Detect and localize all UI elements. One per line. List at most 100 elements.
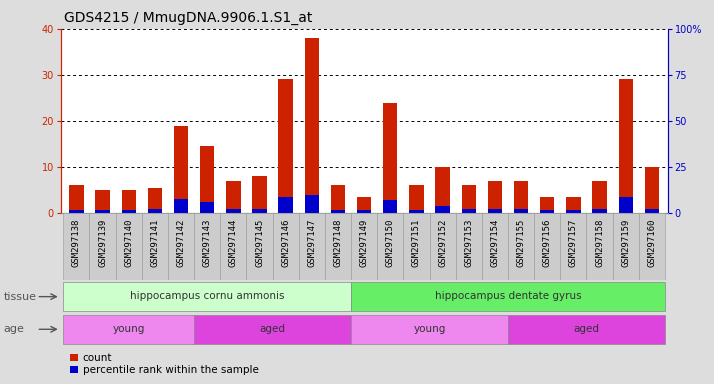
Text: GSM297156: GSM297156 [543,218,552,267]
Bar [482,213,508,280]
Text: GSM297154: GSM297154 [491,218,499,267]
Text: GSM297160: GSM297160 [648,218,656,267]
Bar [351,314,508,344]
Bar [560,213,586,280]
Bar [383,103,398,213]
Bar [252,176,267,213]
Text: GSM297150: GSM297150 [386,218,395,267]
Bar [436,206,450,213]
Bar [325,213,351,280]
Bar [69,185,84,213]
Text: GSM297142: GSM297142 [176,218,186,267]
Text: GSM297139: GSM297139 [98,218,107,267]
Bar [461,209,476,213]
Bar [200,202,214,213]
Bar [194,314,351,344]
Bar [540,197,555,213]
Text: young: young [413,324,446,334]
Bar [409,185,423,213]
Text: GSM297148: GSM297148 [333,218,343,267]
Bar [121,190,136,213]
Bar [331,210,345,213]
Text: GSM297158: GSM297158 [595,218,604,267]
Text: GSM297151: GSM297151 [412,218,421,267]
Text: hippocampus cornu ammonis: hippocampus cornu ammonis [130,291,284,301]
Text: young: young [113,324,145,334]
Bar [593,209,607,213]
Bar [174,199,188,213]
Bar [534,213,560,280]
Bar [409,210,423,213]
Bar [69,210,84,213]
Bar [194,213,220,280]
Bar [252,209,267,213]
Text: GSM297143: GSM297143 [203,218,211,267]
Bar [461,185,476,213]
Text: GSM297138: GSM297138 [72,218,81,267]
Bar [403,213,430,280]
Text: age: age [4,324,24,334]
Text: GSM297152: GSM297152 [438,218,447,267]
Bar [142,213,168,280]
Bar [566,197,580,213]
Bar [331,185,345,213]
Bar [508,314,665,344]
Bar [357,210,371,213]
Bar [436,167,450,213]
Text: aged: aged [573,324,600,334]
Bar [566,210,580,213]
Bar [200,146,214,213]
Bar [226,209,241,213]
Bar [613,213,639,280]
Bar [121,210,136,213]
Bar [64,213,89,280]
Text: hippocampus dentate gyrus: hippocampus dentate gyrus [435,291,581,301]
Bar [148,209,162,213]
Bar [351,282,665,311]
Bar [645,167,659,213]
Text: tissue: tissue [4,291,36,302]
Bar [278,197,293,213]
Bar [273,213,298,280]
Bar [618,79,633,213]
Text: GSM297157: GSM297157 [569,218,578,267]
Bar [351,213,377,280]
Bar [430,213,456,280]
Bar [148,188,162,213]
Bar [639,213,665,280]
Bar [645,209,659,213]
Bar [305,195,319,213]
Bar [278,79,293,213]
Bar [64,282,351,311]
Text: GSM297149: GSM297149 [360,218,368,267]
Text: GSM297145: GSM297145 [255,218,264,267]
Bar [96,210,110,213]
Bar [220,213,246,280]
Bar [514,209,528,213]
Bar [514,181,528,213]
Bar [540,210,555,213]
Bar [618,197,633,213]
Bar [64,314,194,344]
Bar [383,200,398,213]
Text: GSM297146: GSM297146 [281,218,290,267]
Bar [298,213,325,280]
Bar [456,213,482,280]
Bar [488,209,502,213]
Bar [96,190,110,213]
Bar [305,38,319,213]
Bar [226,181,241,213]
Text: GSM297147: GSM297147 [307,218,316,267]
Text: GSM297141: GSM297141 [151,218,159,267]
Text: GSM297144: GSM297144 [229,218,238,267]
Bar [116,213,142,280]
Bar [89,213,116,280]
Bar [377,213,403,280]
Bar [593,181,607,213]
Bar [246,213,273,280]
Bar [508,213,534,280]
Text: aged: aged [260,324,286,334]
Text: GSM297153: GSM297153 [464,218,473,267]
Text: GDS4215 / MmugDNA.9906.1.S1_at: GDS4215 / MmugDNA.9906.1.S1_at [64,11,313,25]
Text: GSM297155: GSM297155 [517,218,526,267]
